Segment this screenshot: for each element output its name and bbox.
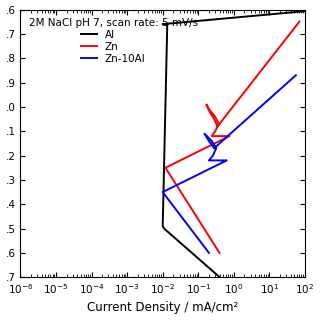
Zn-10Al [212,165,215,169]
Zn-10Al [217,163,220,166]
Line: Zn: Zn [165,22,299,253]
Al [183,20,187,24]
Zn-10Al [275,90,279,94]
Al [218,275,222,279]
Zn-10Al [202,244,206,248]
Zn [191,209,195,213]
Zn [211,241,215,245]
Al [161,209,165,212]
Zn [187,203,191,207]
Legend: Al, Zn, Zn-10Al: Al, Zn, Zn-10Al [26,15,201,67]
Zn [171,177,175,181]
Al [175,238,179,242]
X-axis label: Current Density / mA/cm²: Current Density / mA/cm² [87,301,238,315]
Zn-10Al [252,111,256,115]
Line: Zn-10Al: Zn-10Al [163,75,296,253]
Al [276,12,280,15]
Zn-10Al [294,73,298,77]
Zn-10Al [207,251,211,255]
Zn [281,41,284,45]
Zn [297,20,301,24]
Zn [218,251,221,255]
Al [165,33,169,36]
Zn-10Al [211,154,215,157]
Line: Al: Al [163,10,319,277]
Al [317,8,320,12]
Zn [278,44,282,48]
Al [165,40,169,44]
